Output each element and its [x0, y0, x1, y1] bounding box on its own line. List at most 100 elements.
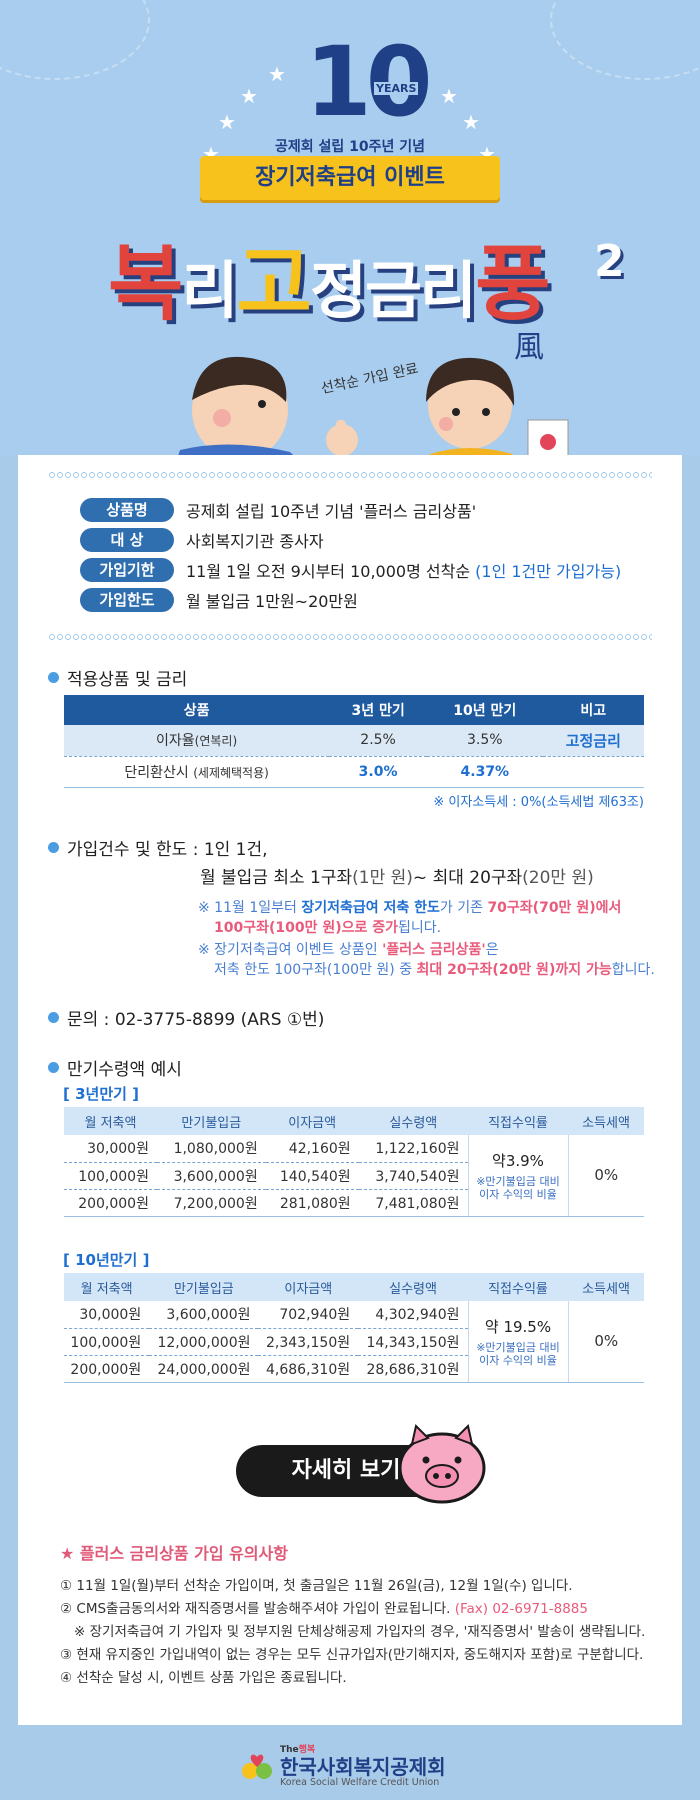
table-cell: 100,000원 — [64, 1162, 157, 1190]
table-row: 30,000원 1,080,000원 42,160원 1,122,160원 약3… — [64, 1135, 644, 1217]
table-header: 10년 만기 — [426, 695, 543, 725]
table-header: 만기불입금 — [156, 1107, 266, 1135]
title-char: 정 — [309, 254, 367, 327]
table-cell: 702,940원 — [258, 1301, 359, 1329]
table-row: 100,000원 12,000,000원 2,343,150원 14,343,1… — [64, 1328, 644, 1356]
piggy-bank-icon — [398, 1424, 486, 1504]
info-row-period: 가입기한 11월 1일 오전 9시부터 10,000명 선착순 (1인 1건만 … — [80, 557, 621, 583]
table-cell: 42,160원 — [265, 1135, 359, 1163]
title-superscript: 2 — [594, 236, 625, 287]
info-label: 상품명 — [80, 498, 174, 522]
limits-note-1b: 100구좌(100만 원)으로 증가됩니다. — [214, 920, 442, 936]
table-row: 30,000원 3,600,000원 702,940원 4,302,940원 약… — [64, 1301, 644, 1383]
org-name-kr: 한국사회복지공제회 — [280, 1755, 446, 1779]
star-icon: ★ — [268, 62, 286, 86]
star-icon: ★ — [218, 110, 236, 134]
star-icon: ★ — [440, 84, 458, 108]
caution-line: ※ 장기저축급여 기 가입자 및 정부지원 단체상해공제 가입자의 경우, '재… — [74, 1624, 646, 1640]
table-cell: 12,000,000원 — [149, 1328, 259, 1356]
table-cell: 30,000원 — [64, 1301, 150, 1329]
caution-line: ① 11월 1일(월)부터 선착순 가입이며, 첫 출금일은 11월 26일(금… — [60, 1578, 573, 1594]
title-hanja: 風 — [514, 330, 544, 365]
caution-line: ② CMS출금동의서와 재직증명서를 발송해주셔야 가입이 완료됩니다. (Fa… — [60, 1601, 588, 1617]
table-cell: 3.5% — [426, 725, 543, 757]
info-label: 가입한도 — [80, 588, 174, 612]
org-tagline: The행복 — [280, 1745, 316, 1755]
table-cell: 200,000원 — [64, 1355, 150, 1383]
title-char: 복 — [108, 237, 183, 332]
tax-note: ※ 이자소득세 : 0%(소득세법 제63조) — [433, 795, 644, 810]
table-cell: 7,200,000원 — [156, 1189, 266, 1217]
info-value: 월 불입금 1만원~20만원 — [186, 592, 358, 611]
corner-ornament — [550, 0, 700, 80]
org-logo-icon — [242, 1754, 272, 1779]
table-row: 단리환산시 (세제혜택적용) 3.0% 4.37% — [64, 756, 644, 788]
org-name-en: Korea Social Welfare Credit Union — [280, 1777, 440, 1788]
ten-year-label: [ 10년만기 ] — [63, 1251, 150, 1269]
info-value: 공제회 설립 10주년 기념 '플러스 금리상품' — [186, 502, 477, 521]
table-cell: 고정금리 — [542, 725, 644, 757]
star-icon: ★ — [240, 84, 258, 108]
table-header: 월 저축액 — [64, 1107, 157, 1135]
table-row: 200,000원 24,000,000원 4,686,310원 28,686,3… — [64, 1355, 644, 1383]
table-header: 실수령액 — [358, 1273, 468, 1301]
table-row: 100,000원 3,600,000원 140,540원 3,740,540원 — [64, 1162, 644, 1190]
footer: The행복 한국사회복지공제회 Korea Social Welfare Cre… — [0, 1725, 700, 1800]
title-char: 고 — [236, 237, 312, 332]
title-char: 리 — [420, 254, 477, 327]
wavy-divider — [48, 471, 652, 479]
table-header: 3년 만기 — [329, 695, 427, 725]
table-header: 직접수익률 — [468, 1107, 568, 1135]
table-cell: 2.5% — [329, 725, 427, 757]
table-cell: 1,122,160원 — [358, 1135, 468, 1163]
rates-table: 상품 3년 만기 10년 만기 비고 이자율(연복리) 2.5% 3.5% 고정… — [64, 695, 644, 788]
table-row: 200,000원 7,200,000원 281,080원 7,481,080원 — [64, 1189, 644, 1217]
caution-line: ③ 현재 유지중인 가입내역이 없는 경우는 모두 신규가입자(만기해지자, 중… — [60, 1647, 644, 1663]
content-card: 상품명 공제회 설립 10주년 기념 '플러스 금리상품' 대 상 사회복지기관… — [18, 455, 682, 1725]
table-cell — [542, 756, 644, 788]
title-char: 리 — [181, 254, 238, 327]
table-cell: 1,080,000원 — [156, 1135, 266, 1163]
limits-note-1: ※ 11월 1일부터 장기저축급여 저축 한도가 기존 70구좌(70만 원)에… — [198, 900, 622, 916]
table-header: 만기불입금 — [149, 1273, 259, 1301]
hero-banner: ★ ★ ★ ★ ★ ★ ★ ★ ★ 10 YEARS 공제회 설립 10주년 기… — [0, 0, 700, 455]
caution-title: ★ 플러스 금리상품 가입 유의사항 — [60, 1544, 288, 1563]
bullet-icon — [48, 1012, 59, 1023]
event-ribbon: 장기저축급여 이벤트 — [178, 156, 522, 200]
ten-year-table: 월 저축액 만기불입금 이자금액 실수령액 직접수익률 소득세액 30,000원… — [64, 1273, 644, 1383]
table-cell: 28,686,310원 — [358, 1355, 468, 1383]
table-header: 상품 — [64, 695, 330, 725]
three-year-table: 월 저축액 만기불입금 이자금액 실수령액 직접수익률 소득세액 30,000원… — [64, 1107, 644, 1217]
title-char: 금 — [365, 254, 422, 327]
table-row: 이자율(연복리) 2.5% 3.5% 고정금리 — [64, 725, 644, 757]
establishment-caption: 공제회 설립 10주년 기념 — [274, 139, 426, 155]
table-cell: 14,343,150원 — [358, 1328, 468, 1356]
section-rates-title: 적용상품 및 금리 — [48, 665, 187, 690]
info-row-product: 상품명 공제회 설립 10주년 기념 '플러스 금리상품' — [80, 497, 476, 523]
table-cell: 3,600,000원 — [149, 1301, 259, 1329]
table-cell: 24,000,000원 — [149, 1355, 259, 1383]
table-header: 소득세액 — [568, 1107, 644, 1135]
section-maturity-title: 만기수령액 예시 — [48, 1055, 182, 1080]
table-header: 소득세액 — [568, 1273, 644, 1301]
bullet-icon — [48, 672, 59, 683]
star-icon: ★ — [410, 62, 428, 86]
table-header: 비고 — [542, 695, 644, 725]
info-value-main: 11월 1일 오전 9시부터 10,000명 선착순 — [186, 562, 476, 581]
table-cell: 200,000원 — [64, 1189, 157, 1217]
bullet-icon — [48, 1062, 59, 1073]
yield-cell: 약 19.5% ※만기불입금 대비 이자 수익의 비율 — [467, 1301, 568, 1383]
table-cell: 3.0% — [329, 756, 427, 788]
anniversary-years: YEARS — [374, 82, 419, 95]
info-label: 가입기한 — [80, 558, 174, 582]
table-cell: 100,000원 — [64, 1328, 150, 1356]
info-value-extra: (1인 1건만 가입가능) — [475, 562, 622, 581]
corner-ornament — [0, 0, 150, 80]
limits-note-2: ※ 장기저축급여 이벤트 상품인 '플러스 금리상품'은 — [198, 942, 499, 958]
bullet-icon — [48, 842, 59, 853]
contact-line: 문의 : 02-3775-8899 (ARS ①번) — [48, 1005, 324, 1030]
table-header: 이자금액 — [265, 1107, 359, 1135]
table-header: 이자금액 — [258, 1273, 359, 1301]
info-row-limit: 가입한도 월 불입금 1만원~20만원 — [80, 587, 358, 613]
table-cell: 이자율(연복리) — [64, 725, 330, 757]
